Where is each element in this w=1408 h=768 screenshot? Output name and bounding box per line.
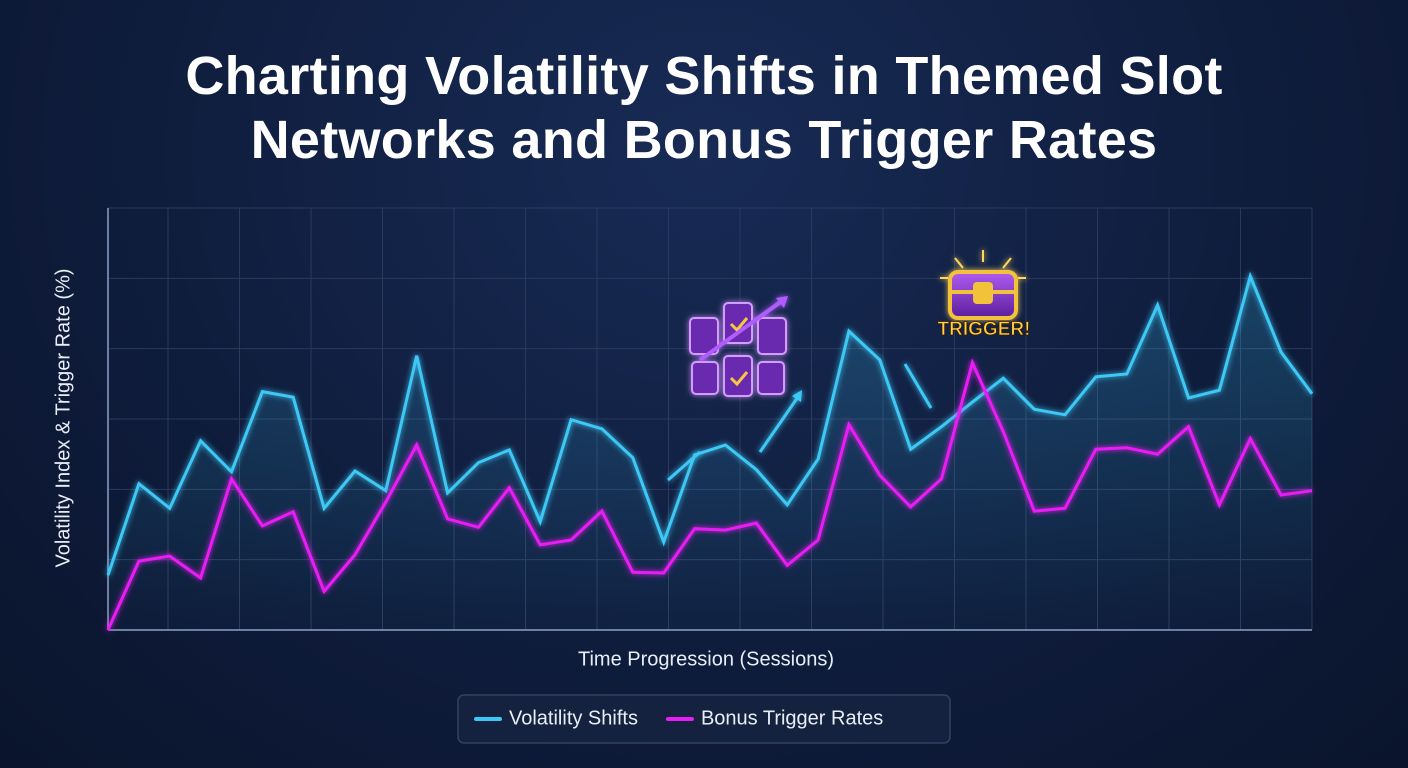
legend-items: Volatility Shifts Bonus Trigger Rates <box>474 707 883 729</box>
line <box>106 358 1313 631</box>
arrow-decoration <box>667 363 933 482</box>
slot-icon <box>689 296 788 397</box>
annotation: TRIGGER! <box>938 319 1031 340</box>
x-axis-label: Time Progression (Sessions) <box>578 648 834 670</box>
area <box>108 276 1312 630</box>
chart-title: Charting Volatility Shifts in Themed Slo… <box>185 46 1223 170</box>
y-axis-label: Volatility Index & Trigger Rate (%) <box>52 268 74 567</box>
legend-box <box>457 694 951 744</box>
legend-label: Volatility Shifts <box>509 707 638 729</box>
plot <box>106 271 1314 631</box>
legend-label: Bonus Trigger Rates <box>701 707 883 729</box>
line <box>106 271 1314 576</box>
chest-icon <box>940 250 1026 320</box>
legend: Volatility Shifts Bonus Trigger Rates <box>457 694 951 744</box>
